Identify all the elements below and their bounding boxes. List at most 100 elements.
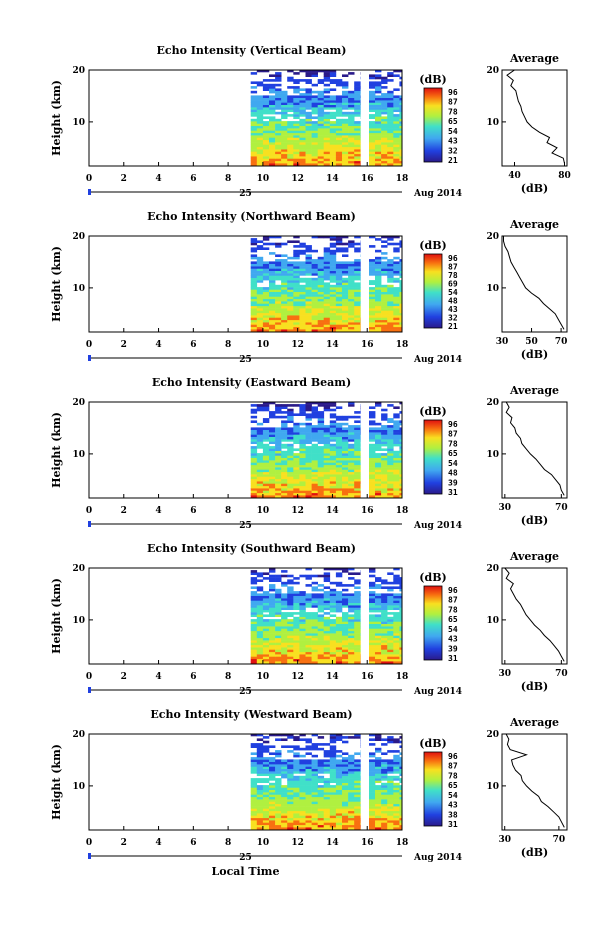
- heatmap-cell: [335, 109, 343, 112]
- heatmap-cell: [287, 142, 294, 145]
- heatmap-cell: [329, 750, 337, 753]
- heatmap-cell: [348, 139, 355, 143]
- heatmap-cell: [299, 310, 306, 314]
- heatmap-cell: [305, 799, 312, 802]
- heatmap-cell: [381, 817, 388, 821]
- heatmap-cell: [381, 130, 388, 134]
- heatmap-field: [250, 567, 403, 664]
- heatmap-cell: [393, 158, 400, 162]
- heatmap-cell: [387, 163, 394, 166]
- heatmap-cell: [354, 572, 361, 575]
- heatmap-cell: [399, 761, 403, 765]
- average-x-tick-label: 30: [498, 835, 511, 845]
- heatmap-cell: [354, 642, 361, 646]
- average-x-label: (dB): [521, 348, 548, 361]
- heatmap-cell: [262, 434, 270, 437]
- heatmap-cell: [287, 817, 294, 821]
- heatmap-cell: [387, 792, 394, 795]
- heatmap-cell: [287, 574, 294, 578]
- heatmap-cell: [399, 796, 403, 800]
- heatmap-cell: [250, 471, 258, 475]
- heatmap-cell: [281, 242, 288, 246]
- heatmap-field: [250, 401, 403, 498]
- heatmap-cell: [387, 149, 394, 152]
- heatmap-cell: [348, 310, 355, 314]
- heatmap-cell: [354, 114, 361, 117]
- heatmap-cell: [348, 156, 355, 159]
- heatmap-cell: [354, 296, 361, 300]
- heatmap-cell: [342, 616, 349, 620]
- heatmap-cell: [393, 824, 400, 828]
- heatmap-cell: [354, 121, 361, 124]
- heatmap-cell: [256, 761, 264, 765]
- heatmap-cell: [275, 312, 282, 316]
- heatmap-cell: [387, 598, 394, 601]
- heatmap-cell: [393, 125, 400, 129]
- heatmap-cell: [342, 418, 349, 421]
- heatmap-cell: [317, 609, 325, 613]
- heatmap-cell: [387, 471, 394, 475]
- heatmap-cell: [256, 490, 264, 494]
- heatmap-cell: [342, 95, 349, 98]
- heatmap-cell: [262, 432, 270, 435]
- heatmap-cell: [329, 738, 337, 741]
- heatmap-cell: [293, 651, 300, 655]
- heatmap-cell: [305, 100, 312, 103]
- heatmap-cell: [299, 778, 306, 781]
- heatmap-cell: [399, 460, 403, 463]
- heatmap-cell: [381, 761, 388, 765]
- heatmap-cell: [354, 266, 361, 269]
- heatmap-cell: [299, 97, 306, 101]
- heatmap-cell: [287, 413, 294, 416]
- heatmap-cell: [269, 401, 276, 405]
- heatmap-cell: [262, 296, 270, 300]
- heatmap-cell: [317, 488, 325, 491]
- heatmap-cell: [269, 574, 276, 578]
- heatmap-cell: [299, 319, 306, 323]
- heatmap-cell: [305, 303, 312, 307]
- heatmap-cell: [329, 803, 337, 807]
- date-start-marker: [88, 355, 91, 361]
- heatmap-cell: [250, 282, 258, 285]
- heatmap-cell: [329, 422, 337, 426]
- heatmap-cell: [342, 455, 349, 458]
- heatmap-cell: [354, 268, 361, 271]
- heatmap-cell: [335, 808, 343, 812]
- heatmap-cell: [335, 406, 343, 409]
- heatmap-cell: [275, 481, 282, 484]
- heatmap-cell: [381, 310, 388, 314]
- heatmap-cell: [348, 457, 355, 461]
- heatmap-cell: [369, 581, 376, 585]
- heatmap-cell: [375, 128, 382, 131]
- heatmap-cell: [305, 282, 312, 285]
- heatmap-cell: [381, 418, 388, 421]
- heatmap-cell: [393, 787, 400, 790]
- heatmap-cell: [329, 326, 337, 330]
- heatmap-cell: [293, 123, 300, 126]
- heatmap-cell: [342, 81, 349, 84]
- heatmap-cell: [335, 455, 343, 458]
- heatmap-cell: [299, 642, 306, 646]
- heatmap-cell: [317, 460, 325, 463]
- heatmap-cell: [269, 439, 276, 442]
- heatmap-cell: [399, 740, 403, 744]
- heatmap-cell: [399, 806, 403, 809]
- heatmap-cell: [269, 822, 276, 826]
- heatmap-cell: [354, 780, 361, 783]
- heatmap-cell: [323, 644, 331, 648]
- heatmap-cell: [354, 135, 361, 138]
- heatmap-cell: [381, 324, 388, 328]
- heatmap-cell: [342, 761, 349, 765]
- heatmap-cell: [311, 273, 318, 276]
- heatmap-cell: [387, 642, 394, 646]
- heatmap-cell: [269, 301, 276, 304]
- heatmap-cell: [369, 457, 376, 461]
- heatmap-cell: [250, 820, 258, 823]
- heatmap-cell: [387, 455, 394, 458]
- heatmap-cell: [354, 432, 361, 435]
- heatmap-cell: [348, 654, 355, 657]
- heatmap-cell: [399, 787, 403, 790]
- heatmap-cell: [375, 806, 382, 809]
- heatmap-cell: [369, 266, 376, 269]
- heatmap-cell: [317, 326, 325, 330]
